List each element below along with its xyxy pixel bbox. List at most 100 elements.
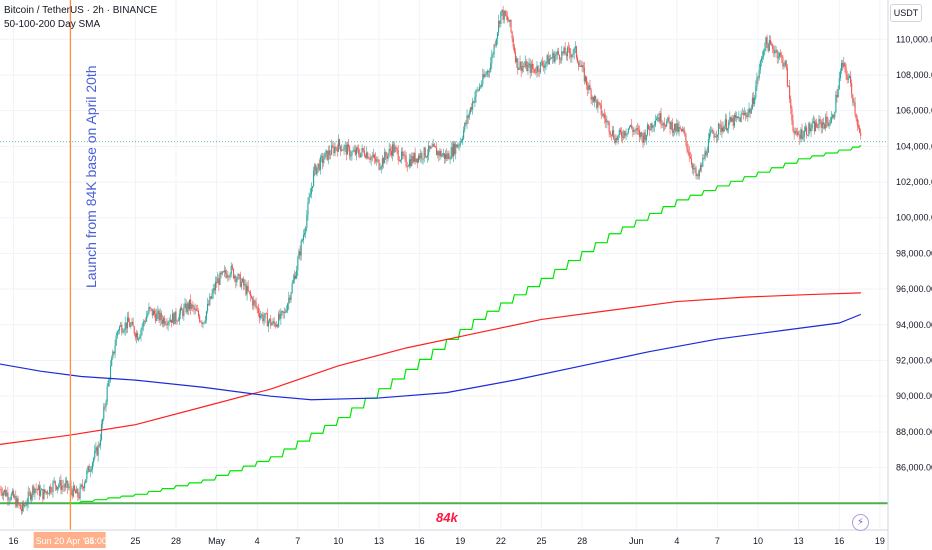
candle-body: [431, 146, 433, 148]
crosshair-date-bg: [33, 532, 106, 548]
candle-body: [492, 54, 494, 55]
candle-body: [402, 151, 404, 156]
candle-body: [821, 122, 823, 128]
candle-body: [705, 151, 707, 156]
candle-body: [287, 303, 289, 311]
candle-body: [5, 489, 7, 496]
candle-body: [352, 151, 354, 152]
candle-body: [571, 54, 573, 58]
candle-body: [464, 122, 466, 131]
candle-body: [78, 496, 80, 499]
candle-body: [125, 322, 127, 329]
candle-body: [244, 284, 246, 286]
candle-body: [597, 102, 599, 108]
candle-body: [382, 158, 385, 164]
candle-body: [76, 488, 78, 494]
candle-body: [227, 276, 229, 278]
candle-body: [631, 124, 633, 129]
candle-body: [587, 85, 589, 90]
candle-body: [518, 67, 520, 70]
candle-body: [205, 311, 207, 320]
candle-body: [649, 129, 651, 131]
candle-body: [381, 158, 383, 167]
candle-body: [51, 491, 53, 493]
candle-body: [424, 147, 426, 157]
candle-body: [332, 145, 334, 147]
candle-body: [478, 86, 480, 91]
candle-body: [113, 351, 115, 354]
candle-body: [619, 129, 621, 133]
candle-body: [375, 158, 377, 162]
candle-body: [387, 153, 389, 159]
candle-body: [75, 490, 77, 494]
y-tick-label: 98,000.00: [896, 248, 932, 258]
candle-body: [567, 47, 570, 49]
candle-body: [199, 316, 201, 322]
candle-body: [592, 97, 594, 102]
candle-body: [654, 120, 656, 126]
candle-body: [687, 149, 689, 153]
candle-body: [228, 276, 230, 277]
lightning-icon[interactable]: ⚡: [852, 514, 869, 531]
candle-body: [364, 155, 367, 158]
candle-body: [771, 43, 773, 45]
candle-body: [589, 85, 591, 90]
time-axis[interactable]: 16 25 28 May 4 7 10 13 16 19 22 25 28 Jun 4 7 10 13 16 19 Su…: [0, 529, 888, 548]
candle-body: [90, 469, 92, 471]
candle-body: [715, 136, 717, 137]
candle-body: [519, 61, 521, 68]
candle-body: [593, 96, 596, 102]
candle-body: [696, 174, 698, 176]
candle-body: [762, 56, 764, 59]
candle-body: [410, 159, 412, 166]
candle-body: [575, 46, 577, 58]
indicator-title: 50-100-200 Day SMA: [4, 19, 101, 30]
candle-body: [411, 156, 413, 166]
candle-body: [79, 486, 81, 499]
candle-body: [812, 121, 814, 123]
candle-body: [212, 288, 214, 294]
candle-body: [486, 71, 488, 75]
candle-body: [818, 119, 820, 128]
currency-button[interactable]: USDT: [890, 4, 922, 22]
candle-body: [623, 131, 625, 138]
candle-body: [636, 128, 638, 130]
y-tick-label: 106,000.00: [896, 106, 932, 116]
candle-body: [269, 318, 271, 322]
candle-body: [188, 299, 191, 310]
candle-body: [240, 281, 242, 287]
candle-body: [512, 38, 514, 47]
candle-body: [815, 122, 817, 132]
candle-body: [474, 96, 476, 103]
candle-body: [184, 303, 186, 308]
candle-body: [795, 131, 797, 132]
candle-body: [776, 49, 778, 59]
candle-body: [222, 271, 224, 273]
candle-body: [728, 121, 730, 129]
candle-body: [459, 142, 461, 146]
candle-body: [706, 152, 708, 156]
candle-body: [262, 314, 264, 322]
candle-body: [10, 494, 12, 500]
candle-body: [615, 137, 617, 143]
candle-body: [284, 311, 286, 313]
candle-body: [216, 282, 218, 284]
candle-body: [498, 21, 500, 33]
x-tick-label: 10: [753, 536, 763, 546]
sma-line-0: [67, 144, 862, 504]
candle-body: [468, 112, 470, 118]
candle-body: [388, 148, 390, 154]
candle-body: [516, 58, 518, 63]
x-tick-label: 25: [130, 536, 140, 546]
candle-body: [859, 127, 861, 133]
candle-body: [368, 158, 370, 160]
candle-body: [323, 159, 325, 164]
candle-body: [80, 484, 82, 487]
candle-body: [16, 498, 18, 507]
candle-body: [392, 144, 394, 156]
candle-body: [802, 136, 804, 139]
candle-body: [777, 56, 779, 59]
price-axis[interactable]: 86,000.00 88,000.00 90,000.00 92,000.00 94,0…: [887, 0, 932, 550]
candle-body: [555, 53, 557, 56]
